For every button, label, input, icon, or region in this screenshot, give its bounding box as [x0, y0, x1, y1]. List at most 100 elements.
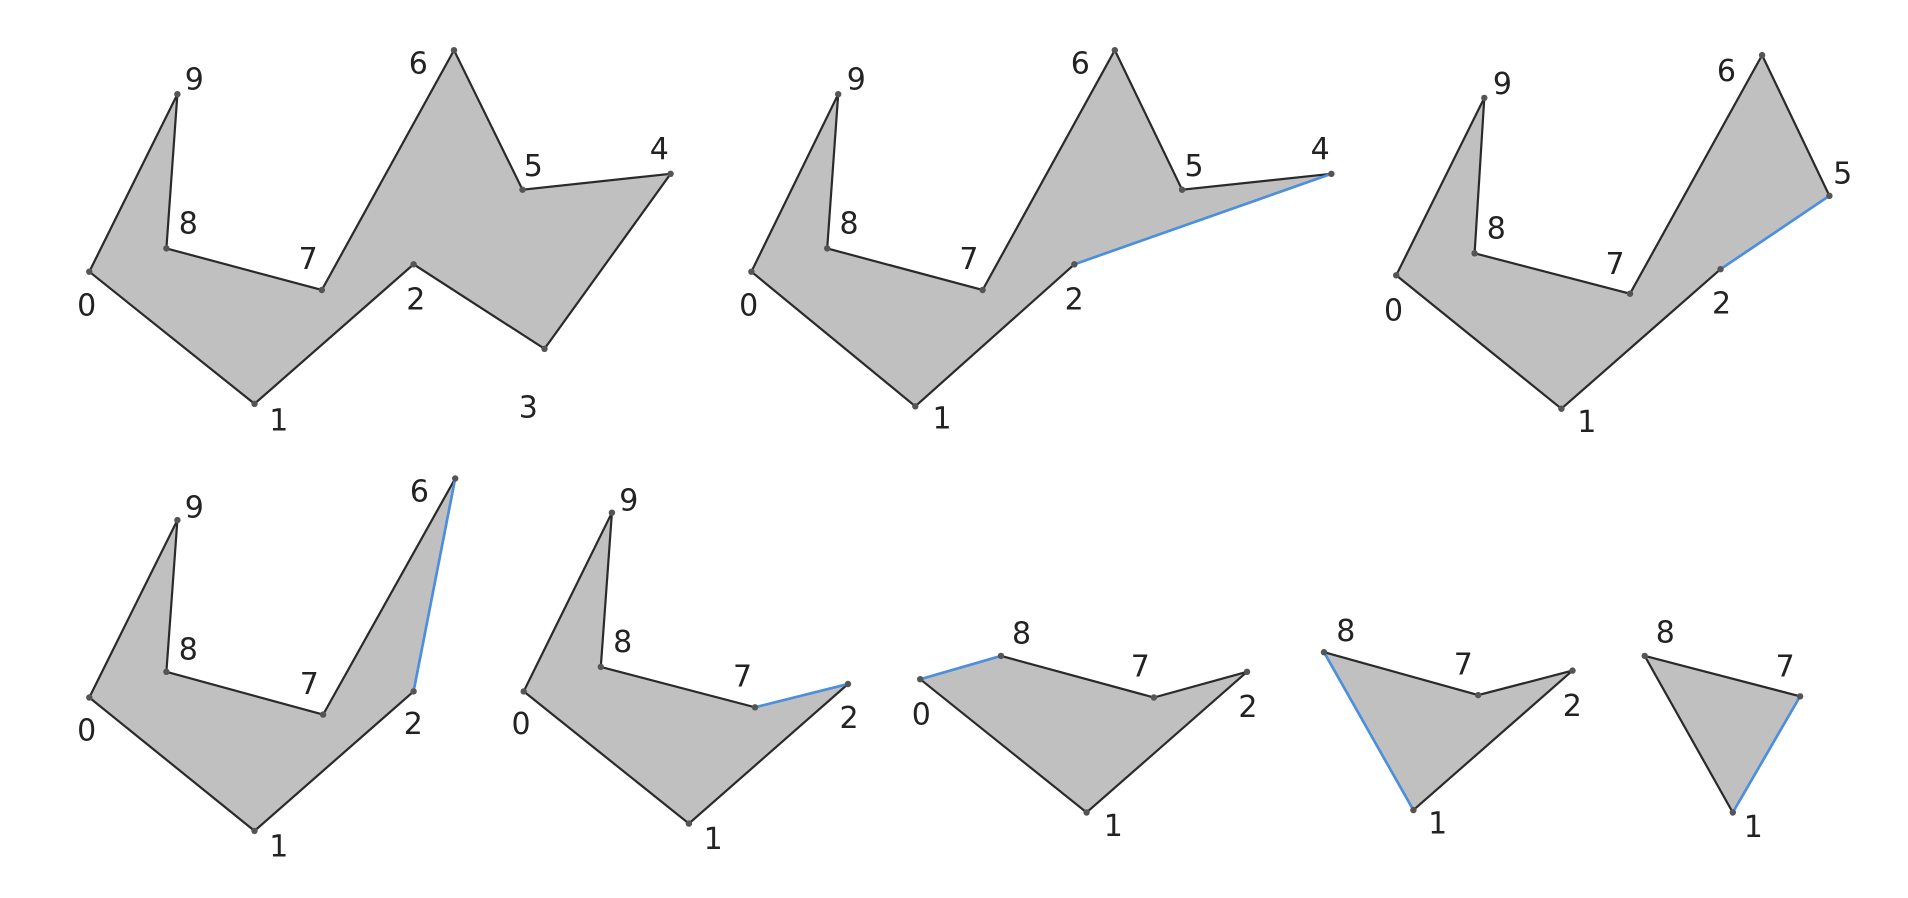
vertex-label-8: 8: [1012, 617, 1031, 652]
vertex-label-5: 5: [1185, 149, 1204, 184]
diagonal-2-6: [412, 478, 457, 692]
polygon-shape: [750, 47, 1332, 408]
vertex-label-1: 1: [704, 822, 723, 857]
diagonal-7-1: [1731, 695, 1802, 814]
diagonal-8-0: [919, 654, 1002, 681]
vertex-label-6: 6: [1717, 54, 1736, 89]
vertex-label-0: 0: [1384, 294, 1403, 329]
vertex-label-6: 6: [1071, 46, 1090, 81]
vertex-label-6: 6: [409, 46, 428, 81]
vertex-label-2: 2: [1563, 689, 1582, 724]
vertex-2: [844, 680, 852, 688]
vertex-label-1: 1: [1744, 810, 1763, 845]
vertex-label-8: 8: [179, 633, 198, 668]
vertex-label-4: 4: [650, 132, 669, 167]
vertex-4: [667, 170, 674, 177]
vertex-label-7: 7: [733, 660, 752, 695]
vertex-8: [1641, 652, 1648, 660]
vertex-2: [410, 688, 417, 695]
vertex-5: [1178, 186, 1186, 193]
vertex-label-2: 2: [1238, 690, 1257, 725]
vertex-label-9: 9: [847, 62, 866, 97]
vertex-8: [163, 245, 170, 252]
vertex-label-1: 1: [1104, 809, 1123, 844]
vertex-9: [835, 91, 842, 98]
vertex-1: [1410, 806, 1417, 814]
polygon-shape: [1321, 650, 1574, 812]
vertex-7: [1796, 693, 1804, 700]
vertex-9: [1481, 94, 1488, 102]
vertex-9: [608, 509, 616, 516]
vertex-2: [1717, 266, 1724, 273]
vertex-label-8: 8: [1656, 615, 1675, 650]
polygon-shape: [522, 512, 849, 826]
polygon-panel-4: 0 1 2 6 7 8 9: [77, 475, 459, 865]
vertex-label-8: 8: [840, 207, 859, 242]
vertex-label-7: 7: [300, 667, 319, 702]
polygon-panel-5: 0 1 2 7 8 9: [512, 483, 859, 857]
vertex-label-7: 7: [1454, 647, 1473, 682]
vertex-8: [1471, 250, 1478, 257]
vertex-0: [520, 688, 527, 695]
vertex-2: [410, 261, 417, 268]
vertex-label-5: 5: [524, 149, 543, 184]
vertex-6: [1758, 51, 1766, 59]
vertex-6: [450, 47, 458, 54]
diagonal-2-5: [1719, 194, 1831, 271]
vertex-label-0: 0: [739, 289, 758, 324]
vertex-6: [452, 475, 459, 482]
vertex-label-7: 7: [1606, 247, 1625, 282]
vertex-8: [997, 652, 1005, 660]
diagonal-2-4: [1073, 172, 1332, 266]
vertex-2: [1243, 668, 1251, 675]
vertex-0: [917, 676, 924, 683]
vertex-1: [1729, 809, 1737, 816]
vertex-8: [1320, 649, 1328, 656]
vertex-label-1: 1: [933, 401, 952, 436]
vertex-8: [163, 668, 170, 675]
vertex-0: [1393, 272, 1400, 279]
polygon-panel-3: 0 1 2 5 6 7 8 9: [1384, 51, 1852, 440]
vertex-label-2: 2: [840, 701, 859, 736]
vertex-8: [824, 245, 831, 252]
polygon-shape: [87, 477, 457, 833]
vertex-label-1: 1: [1428, 806, 1447, 841]
vertex-label-9: 9: [185, 62, 204, 97]
vertex-7: [318, 286, 325, 294]
vertex-1: [1083, 809, 1090, 816]
polygon-panel-7: 1 2 7 8: [1320, 614, 1582, 841]
vertex-label-9: 9: [185, 491, 204, 526]
vertex-label-8: 8: [1487, 212, 1506, 247]
vertex-label-1: 1: [1577, 405, 1596, 440]
polygon-shape: [1394, 52, 1831, 411]
vertex-1: [685, 820, 693, 827]
vertex-7: [979, 286, 986, 294]
vertex-1: [251, 400, 258, 407]
vertex-7: [319, 711, 327, 718]
vertex-label-0: 0: [912, 697, 931, 732]
vertex-label-2: 2: [404, 707, 423, 742]
vertex-9: [174, 516, 181, 524]
vertex-3: [541, 345, 548, 352]
polygon-shape: [917, 654, 1248, 814]
polygon-panel-6: 0 1 2 7 8: [912, 617, 1258, 844]
vertex-2: [1071, 261, 1078, 268]
vertex-label-7: 7: [1776, 650, 1795, 685]
vertex-label-8: 8: [1336, 614, 1355, 649]
diagonal-8-1: [1322, 651, 1415, 811]
vertex-5: [1826, 192, 1833, 199]
polygon-panel-8: 1 7 8: [1641, 615, 1804, 845]
vertex-label-0: 0: [77, 289, 96, 324]
vertex-0: [748, 268, 755, 275]
vertex-label-7: 7: [299, 242, 318, 277]
vertex-0: [86, 268, 93, 275]
vertex-7: [1150, 694, 1158, 701]
vertex-1: [912, 403, 919, 410]
vertex-label-4: 4: [1311, 132, 1330, 167]
vertex-label-2: 2: [406, 283, 425, 318]
polygon-panel-2: 0 1 2 4 5 6 7 8 9: [739, 46, 1335, 436]
vertex-label-2: 2: [1712, 286, 1731, 321]
vertex-label-7: 7: [959, 242, 978, 277]
vertex-label-1: 1: [269, 830, 288, 865]
